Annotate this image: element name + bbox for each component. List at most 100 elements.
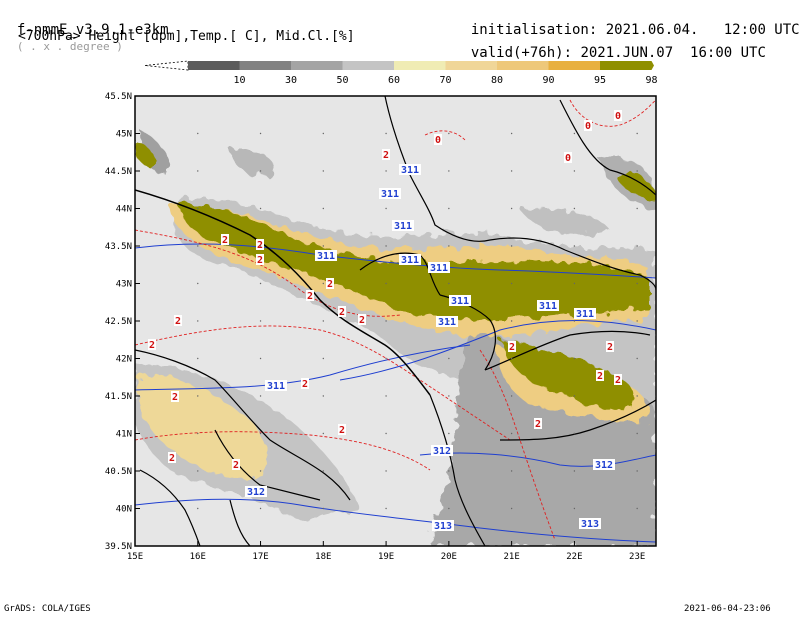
grid-dot bbox=[636, 507, 638, 510]
grid-dot bbox=[510, 282, 513, 285]
grid-dot bbox=[197, 245, 199, 247]
height-label: 312 bbox=[247, 487, 265, 498]
temp-label-bg bbox=[171, 391, 179, 402]
colorbar-tick: 30 bbox=[285, 75, 297, 86]
temp-label: 0 bbox=[565, 153, 571, 164]
grid-dot bbox=[448, 432, 450, 435]
grid-dot bbox=[573, 320, 576, 322]
model-title: f-nmmE_v3.9.1-e3km ( . x . degree ) bbox=[0, 6, 169, 54]
grid-dot bbox=[636, 207, 638, 210]
grid-dot bbox=[259, 432, 262, 435]
grid-dot bbox=[385, 132, 387, 135]
temp-label-bg bbox=[168, 452, 176, 463]
grid-dot bbox=[448, 507, 450, 510]
colorbar-segment bbox=[600, 61, 654, 70]
grid-dot bbox=[385, 207, 387, 210]
grid-dot bbox=[636, 245, 638, 247]
grid-dot bbox=[573, 170, 576, 172]
temperature-labels: 2 2 2 2 2 2 2 2 2 2 2 2 2 2 2 2 2 2 2 2 0 0 0 0 bbox=[148, 110, 622, 471]
grid-dot bbox=[385, 507, 387, 510]
colorbar-left-arrow bbox=[144, 60, 189, 71]
grid-dot bbox=[385, 320, 387, 322]
grid-dot bbox=[197, 395, 199, 397]
grid-dot bbox=[573, 507, 576, 510]
grid-dot bbox=[510, 357, 513, 360]
temp-label: 2 bbox=[339, 307, 345, 318]
grid-dot bbox=[385, 245, 387, 247]
height-label: 312 bbox=[433, 446, 451, 457]
temp-label-bg bbox=[306, 290, 314, 301]
grid-dot bbox=[197, 507, 199, 510]
grid-dot bbox=[636, 132, 638, 135]
init-label: initialisation: bbox=[470, 22, 598, 38]
grid-dot bbox=[259, 395, 262, 397]
grid-dot bbox=[322, 245, 325, 247]
temp-label-bg bbox=[382, 149, 390, 160]
lon-label: 22E bbox=[566, 552, 582, 560]
grid-dot bbox=[322, 470, 325, 472]
height-label: 311 bbox=[381, 189, 399, 200]
grid-dot bbox=[573, 395, 576, 397]
temp-label: 2 bbox=[257, 255, 263, 266]
temp-label-bg bbox=[508, 341, 516, 352]
lon-label: 17E bbox=[252, 552, 268, 560]
grid-dot bbox=[448, 207, 450, 210]
temp-label: 0 bbox=[435, 135, 441, 146]
grid-dot bbox=[259, 245, 262, 247]
height-label: 311 bbox=[267, 381, 285, 392]
colorbar-tick: 50 bbox=[336, 75, 348, 86]
temp-label: 2 bbox=[233, 460, 239, 471]
height-label-bg bbox=[379, 188, 401, 199]
temp-label: 2 bbox=[169, 453, 175, 464]
grid-dot bbox=[573, 132, 576, 135]
height-label-bg bbox=[315, 250, 337, 261]
lon-label: 23E bbox=[629, 552, 645, 560]
map-axes: 15E 16E 17E 18E 19E 20E 21E 22E 23E 45.5N 45N 44.5N… bbox=[105, 92, 645, 560]
grid-dot bbox=[259, 282, 262, 285]
lon-label: 20E bbox=[441, 552, 457, 560]
lon-label: 21E bbox=[503, 552, 519, 560]
temp-label-bg bbox=[256, 239, 264, 250]
lon-label: 19E bbox=[378, 552, 394, 560]
valid-label: valid(+76h): bbox=[470, 45, 573, 61]
grid-dot bbox=[636, 320, 638, 322]
temp-label-bg bbox=[174, 315, 182, 326]
height-label-bg bbox=[432, 520, 454, 531]
temp-label-bg bbox=[596, 370, 604, 381]
height-label: 313 bbox=[434, 521, 452, 532]
colorbar-tick: 10 bbox=[233, 75, 245, 86]
colorbar-segment bbox=[548, 61, 600, 70]
lat-label: 39.5N bbox=[105, 542, 132, 552]
grid-dot bbox=[385, 282, 387, 285]
temp-label-bg bbox=[256, 254, 264, 265]
lon-label: 18E bbox=[315, 552, 331, 560]
grid-dot bbox=[448, 357, 450, 360]
height-label-bg bbox=[593, 459, 615, 470]
grid-dot bbox=[448, 170, 450, 172]
height-label-bg bbox=[436, 316, 458, 327]
lat-label: 42N bbox=[116, 355, 132, 365]
grid-dot bbox=[510, 395, 513, 397]
grid-dot bbox=[510, 132, 513, 135]
temp-label-bg bbox=[606, 341, 614, 352]
field-description: <700hPa> Height [dpm],Temp.[ C], Mid.Cl.… bbox=[18, 29, 355, 44]
temp-label-bg bbox=[232, 459, 240, 470]
temp-label: 0 bbox=[615, 111, 621, 122]
lat-label: 40.5N bbox=[105, 467, 132, 477]
grid-dot bbox=[259, 320, 262, 322]
lat-label: 43N bbox=[116, 280, 132, 290]
grid-dot bbox=[448, 395, 450, 397]
grid-dot bbox=[448, 132, 450, 135]
temp-label: 2 bbox=[302, 379, 308, 390]
temp-label: 2 bbox=[222, 235, 228, 246]
temp-label: 2 bbox=[509, 342, 515, 353]
colorbar-tick: 98 bbox=[645, 75, 657, 86]
temp-label: 2 bbox=[359, 315, 365, 326]
temp-label-bg bbox=[584, 120, 592, 131]
valid-time: valid(+76h): 2021.JUN.07 16:00 UTC bbox=[454, 29, 766, 61]
grid-dot bbox=[259, 207, 262, 210]
lat-label: 45.5N bbox=[105, 92, 132, 102]
height-label-bg bbox=[537, 300, 559, 311]
footer-credit: GrADS: COLA/IGES bbox=[4, 604, 91, 614]
grid-dot bbox=[197, 207, 199, 210]
